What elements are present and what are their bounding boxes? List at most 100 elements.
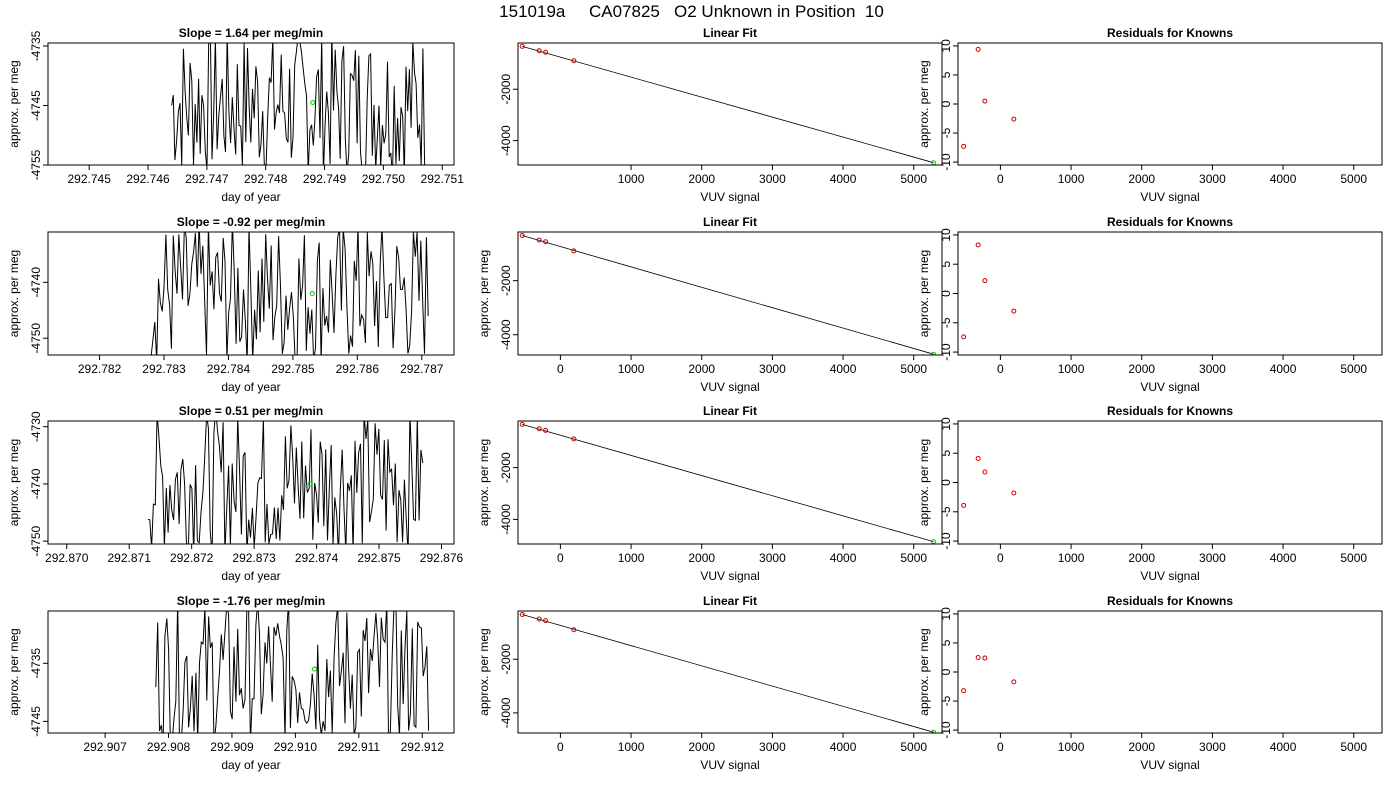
- residual-point-3: [982, 278, 988, 284]
- x-tick-label: 2000: [688, 551, 715, 565]
- x-tick-label: 292.784: [207, 362, 251, 376]
- y-axis-label: approx. per meg: [7, 60, 21, 147]
- x-axis-label: VUV signal: [1140, 380, 1199, 394]
- x-tick-label: 1000: [618, 551, 645, 565]
- x-tick-label: 292.785: [271, 362, 315, 376]
- known-point-1: [519, 421, 525, 427]
- known-point-1: [519, 611, 525, 617]
- x-tick-label: 4000: [830, 551, 857, 565]
- panel-r3c2: Linear Fit 0 1000 2000 3000 4000 5000 -4000 -200…: [477, 404, 943, 583]
- x-tick-label: 292.748: [244, 172, 288, 186]
- x-tick-label: 2000: [1128, 172, 1155, 186]
- plot-frame: [47, 420, 455, 545]
- x-axis-label: VUV signal: [700, 190, 759, 204]
- panel-title: Slope = -1.76 per meg/min: [177, 594, 325, 608]
- x-tick-label: 1000: [1058, 362, 1085, 376]
- known-point-2: [536, 48, 542, 54]
- y-tick-label: 0: [939, 479, 953, 486]
- plot-frame: [517, 231, 943, 356]
- x-axis-label: day of year: [221, 569, 280, 583]
- plot-area: [961, 46, 1017, 149]
- y-tick-label: 5: [939, 450, 953, 457]
- x-tick-label: 292.909: [210, 740, 254, 754]
- y-tick-label: -2000: [499, 644, 513, 675]
- y-tick-label: 10: [939, 228, 953, 242]
- y-tick-label: 10: [939, 607, 953, 621]
- residual-point-3: [982, 655, 988, 661]
- x-tick-label: 292.911: [338, 740, 381, 754]
- x-axis-label: VUV signal: [700, 380, 759, 394]
- plot-area: [961, 242, 1017, 340]
- x-tick-label: 4000: [1270, 362, 1297, 376]
- plot-frame: [957, 42, 1383, 166]
- plot-frame: [957, 231, 1383, 356]
- x-tick-label: 1000: [618, 362, 645, 376]
- panel-r2c1: Slope = -0.92 per meg/min 292.782 292.783 2…: [7, 215, 455, 394]
- residual-point-4: [1011, 679, 1017, 685]
- x-tick-label: 292.782: [78, 362, 122, 376]
- plot-area: [519, 233, 937, 355]
- fit-line: [522, 45, 934, 164]
- data-trace: [171, 43, 426, 165]
- x-tick-label: 3000: [1199, 551, 1226, 565]
- y-tick-label: -10: [939, 343, 953, 361]
- known-point-3: [543, 49, 549, 55]
- panel-title: Residuals for Knowns: [1107, 215, 1233, 229]
- x-tick-label: 4000: [1270, 172, 1297, 186]
- x-tick-label: 292.786: [336, 362, 380, 376]
- residual-point-4: [1011, 308, 1017, 314]
- y-tick-label: 0: [939, 668, 953, 675]
- panel-r2c2: Linear Fit 0 1000 2000 3000 4000 5000 -4000 -200…: [477, 215, 943, 394]
- panel-r1c2: Linear Fit 1000 2000 3000 4000 5000 -4000 -2000…: [499, 26, 943, 204]
- x-tick-label: 0: [557, 362, 564, 376]
- unknown-marker: [307, 481, 313, 487]
- y-tick-label: 5: [939, 639, 953, 646]
- y-tick-label: -10: [939, 532, 953, 550]
- y-axis-label: approx. per meg: [477, 628, 491, 715]
- x-axis-label: day of year: [221, 758, 280, 772]
- x-tick-label: 292.876: [420, 551, 464, 565]
- x-tick-label: 5000: [900, 740, 927, 754]
- x-tick-label: 292.747: [185, 172, 229, 186]
- y-tick-label: -5: [939, 317, 953, 328]
- plot-frame: [957, 420, 1383, 545]
- y-tick-label: -4735: [29, 30, 43, 61]
- x-tick-label: 1000: [618, 172, 645, 186]
- data-trace: [155, 611, 430, 733]
- plot-frame: [47, 42, 455, 166]
- unknown-marker: [311, 666, 317, 672]
- x-tick-label: 292.749: [303, 172, 347, 186]
- y-tick-label: -2000: [499, 452, 513, 483]
- plot-frame: [517, 42, 943, 166]
- panel-title: Linear Fit: [703, 215, 757, 229]
- known-point-4: [571, 436, 577, 442]
- x-tick-label: 1000: [1058, 551, 1085, 565]
- x-axis-label: VUV signal: [700, 569, 759, 583]
- x-tick-label: 3000: [1199, 172, 1226, 186]
- x-tick-label: 3000: [759, 172, 786, 186]
- y-tick-label: -4735: [29, 648, 43, 679]
- x-tick-label: 3000: [759, 740, 786, 754]
- y-tick-label: -2000: [499, 74, 513, 105]
- plot-frame: [517, 420, 943, 545]
- panel-r4c1: Slope = -1.76 per meg/min 292.907 292.908 2…: [7, 594, 455, 772]
- y-axis-label: approx. per meg: [7, 439, 21, 526]
- x-tick-label: 2000: [1128, 362, 1155, 376]
- y-axis-label: approx. per meg: [7, 250, 21, 337]
- residual-point-4: [1011, 490, 1017, 496]
- x-tick-label: 4000: [830, 740, 857, 754]
- x-tick-label: 4000: [1270, 740, 1297, 754]
- x-tick-label: 2000: [688, 740, 715, 754]
- unknown-point: [931, 351, 937, 355]
- panel-r3c3: Residuals for Knowns 0 1000 2000 3000 4000 500…: [917, 404, 1383, 583]
- x-tick-label: 1000: [618, 740, 645, 754]
- x-tick-label: 5000: [900, 551, 927, 565]
- y-tick-label: -4740: [29, 267, 43, 298]
- residual-point-3: [982, 469, 988, 475]
- x-tick-label: 292.746: [126, 172, 170, 186]
- x-tick-label: 1000: [1058, 740, 1085, 754]
- x-tick-label: 2000: [1128, 551, 1155, 565]
- plot-area: [519, 43, 937, 165]
- x-tick-label: 292.751: [421, 172, 465, 186]
- x-tick-label: 292.745: [67, 172, 111, 186]
